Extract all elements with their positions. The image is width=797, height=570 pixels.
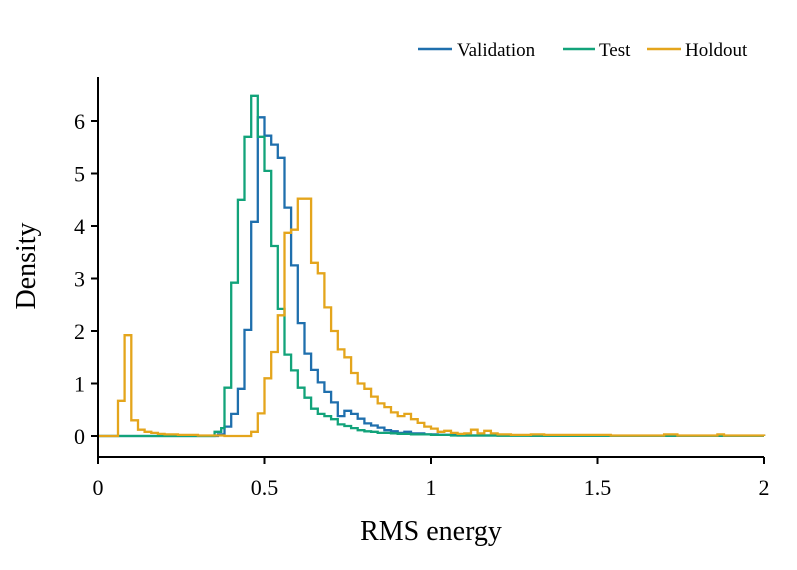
legend-label-validation: Validation bbox=[457, 40, 536, 61]
y-tick-label: 1 bbox=[74, 372, 85, 397]
y-tick-label: 2 bbox=[74, 319, 85, 344]
x-tick-label: 1.5 bbox=[584, 475, 612, 500]
series-test-line bbox=[98, 94, 766, 438]
y-tick-label: 4 bbox=[74, 214, 85, 239]
x-tick-label: 2 bbox=[759, 475, 770, 500]
axes-layer bbox=[97, 77, 764, 458]
x-tick-label: 1 bbox=[426, 475, 437, 500]
y-tick-label: 6 bbox=[74, 109, 85, 134]
series-layer bbox=[98, 94, 766, 438]
x-tick-label: 0 bbox=[93, 475, 104, 500]
ticks-layer: 0 0.5 1 1.5 2 0 1 2 3 4 5 6 bbox=[74, 109, 770, 500]
y-tick-label: 0 bbox=[74, 424, 85, 449]
legend-label-holdout: Holdout bbox=[685, 40, 748, 61]
y-tick-label: 5 bbox=[74, 162, 85, 187]
x-tick-label: 0.5 bbox=[251, 475, 279, 500]
series-validation-line bbox=[98, 116, 766, 438]
y-axis-title: Density bbox=[11, 222, 42, 309]
series-holdout-line bbox=[98, 197, 766, 438]
legend-label-test: Test bbox=[599, 40, 631, 61]
x-axis-title: RMS energy bbox=[360, 516, 502, 547]
y-tick-label: 3 bbox=[74, 267, 85, 292]
legend: Validation Test Holdout bbox=[418, 40, 748, 61]
